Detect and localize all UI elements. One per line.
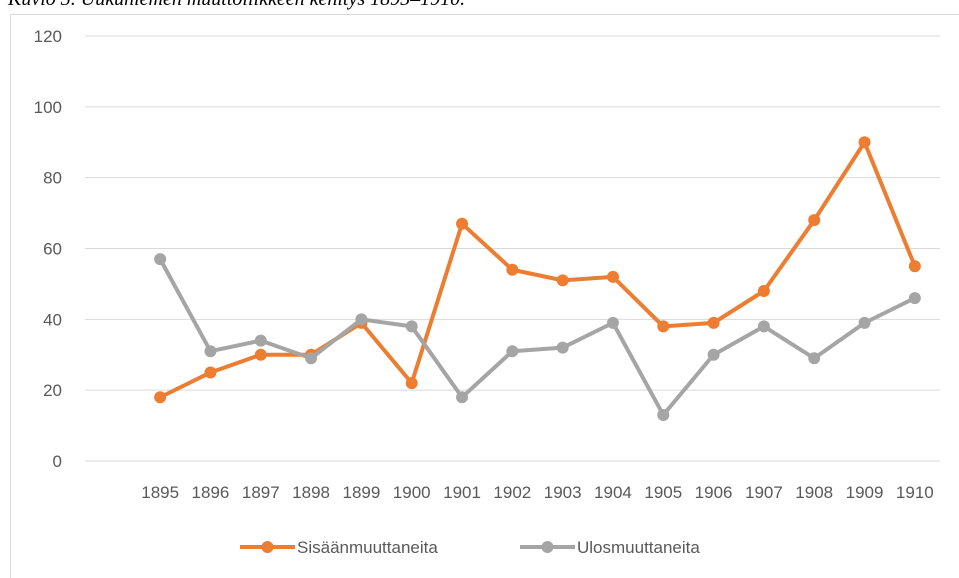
y-tick-label: 120 xyxy=(34,27,62,46)
data-point xyxy=(657,408,670,421)
x-tick-label: 1905 xyxy=(644,483,682,502)
x-tick-label: 1906 xyxy=(695,483,733,502)
x-tick-label: 1902 xyxy=(493,483,531,502)
data-point xyxy=(556,341,569,354)
data-point xyxy=(204,366,217,379)
data-point xyxy=(154,253,167,266)
data-point xyxy=(808,352,821,365)
x-tick-label: 1896 xyxy=(192,483,230,502)
data-point xyxy=(204,345,217,358)
data-point xyxy=(757,320,770,333)
x-tick-label: 1903 xyxy=(544,483,582,502)
y-tick-label: 80 xyxy=(43,169,62,188)
data-point xyxy=(405,320,418,333)
data-point xyxy=(908,260,921,273)
x-tick-label: 1910 xyxy=(896,483,934,502)
x-tick-label: 1908 xyxy=(795,483,833,502)
x-tick-label: 1907 xyxy=(745,483,783,502)
y-tick-label: 0 xyxy=(53,452,62,471)
y-tick-label: 100 xyxy=(34,98,62,117)
data-point xyxy=(154,391,167,404)
y-tick-label: 20 xyxy=(43,381,62,400)
data-point xyxy=(606,270,619,283)
data-point xyxy=(858,316,871,329)
data-point xyxy=(456,391,469,404)
data-point xyxy=(355,313,368,326)
x-tick-label: 1904 xyxy=(594,483,632,502)
x-tick-label: 1898 xyxy=(292,483,330,502)
legend-label: Ulosmuuttaneita xyxy=(577,538,700,557)
x-tick-label: 1899 xyxy=(342,483,380,502)
data-point xyxy=(858,136,871,149)
data-point xyxy=(506,263,519,276)
legend-label: Sisäänmuuttaneita xyxy=(297,538,438,557)
series-line xyxy=(159,140,917,400)
data-point xyxy=(254,334,267,347)
data-point xyxy=(305,352,318,365)
x-tick-label: 1897 xyxy=(242,483,280,502)
data-point xyxy=(657,320,670,333)
y-tick-label: 40 xyxy=(43,310,62,329)
legend-marker xyxy=(541,541,554,553)
chart-title: Kuvio 3. Uukuniemen muuttoliikkeen kehit… xyxy=(7,0,465,10)
data-point xyxy=(757,285,770,297)
data-point xyxy=(707,348,720,361)
chart-frame xyxy=(10,14,959,578)
series-line xyxy=(158,258,916,417)
x-tick-label: 1909 xyxy=(846,483,884,502)
x-tick-label: 1895 xyxy=(141,483,179,502)
legend-marker xyxy=(261,541,274,553)
data-point xyxy=(456,217,469,230)
data-point xyxy=(707,316,720,329)
data-point xyxy=(254,348,267,361)
data-point xyxy=(808,214,821,227)
data-point xyxy=(908,292,921,305)
data-point xyxy=(405,377,418,390)
x-tick-label: 1901 xyxy=(443,483,481,502)
data-point xyxy=(506,345,519,358)
y-tick-label: 60 xyxy=(43,240,62,259)
data-point xyxy=(606,316,619,329)
x-tick-label: 1900 xyxy=(393,483,431,502)
data-point xyxy=(556,274,569,287)
